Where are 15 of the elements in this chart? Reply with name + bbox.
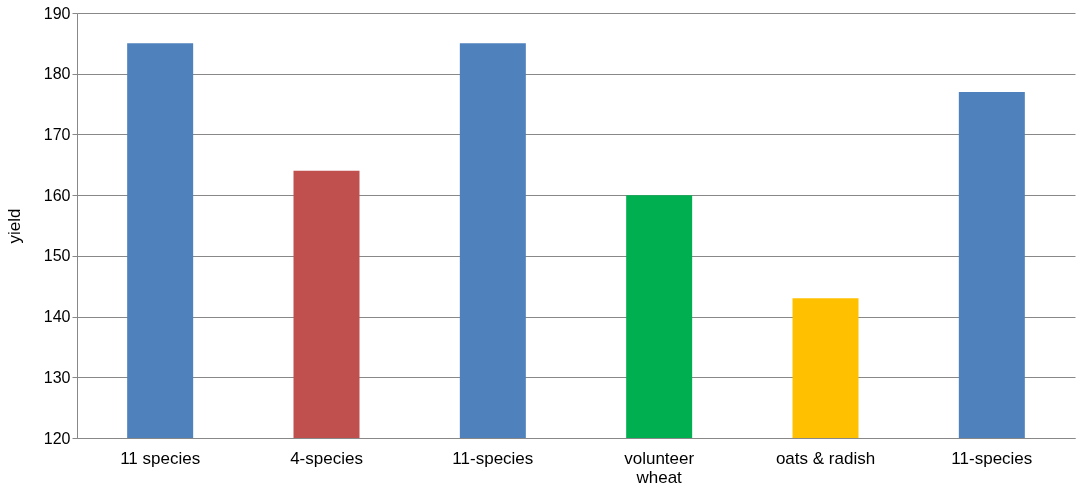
- y-tick-label: 120: [43, 429, 71, 447]
- x-tick-label: 11 species: [120, 448, 201, 468]
- x-tick-label: volunteer wheat: [624, 448, 695, 487]
- x-tick-label: oats & radish: [775, 448, 876, 468]
- x-tick-label: 11-species: [951, 448, 1033, 468]
- y-tick-label: 130: [43, 368, 71, 386]
- x-tick-label: 4-species: [290, 448, 363, 468]
- y-tick-label: 180: [43, 65, 71, 83]
- y-tick-label: 190: [43, 4, 71, 22]
- y-tick-label: 140: [43, 308, 71, 326]
- y-tick-label: 160: [43, 186, 71, 204]
- y-tick-label: 150: [43, 247, 71, 265]
- y-tick-label: 170: [43, 125, 71, 143]
- y-axis-title: yield: [4, 208, 24, 244]
- x-tick-label: 11-species: [452, 448, 534, 468]
